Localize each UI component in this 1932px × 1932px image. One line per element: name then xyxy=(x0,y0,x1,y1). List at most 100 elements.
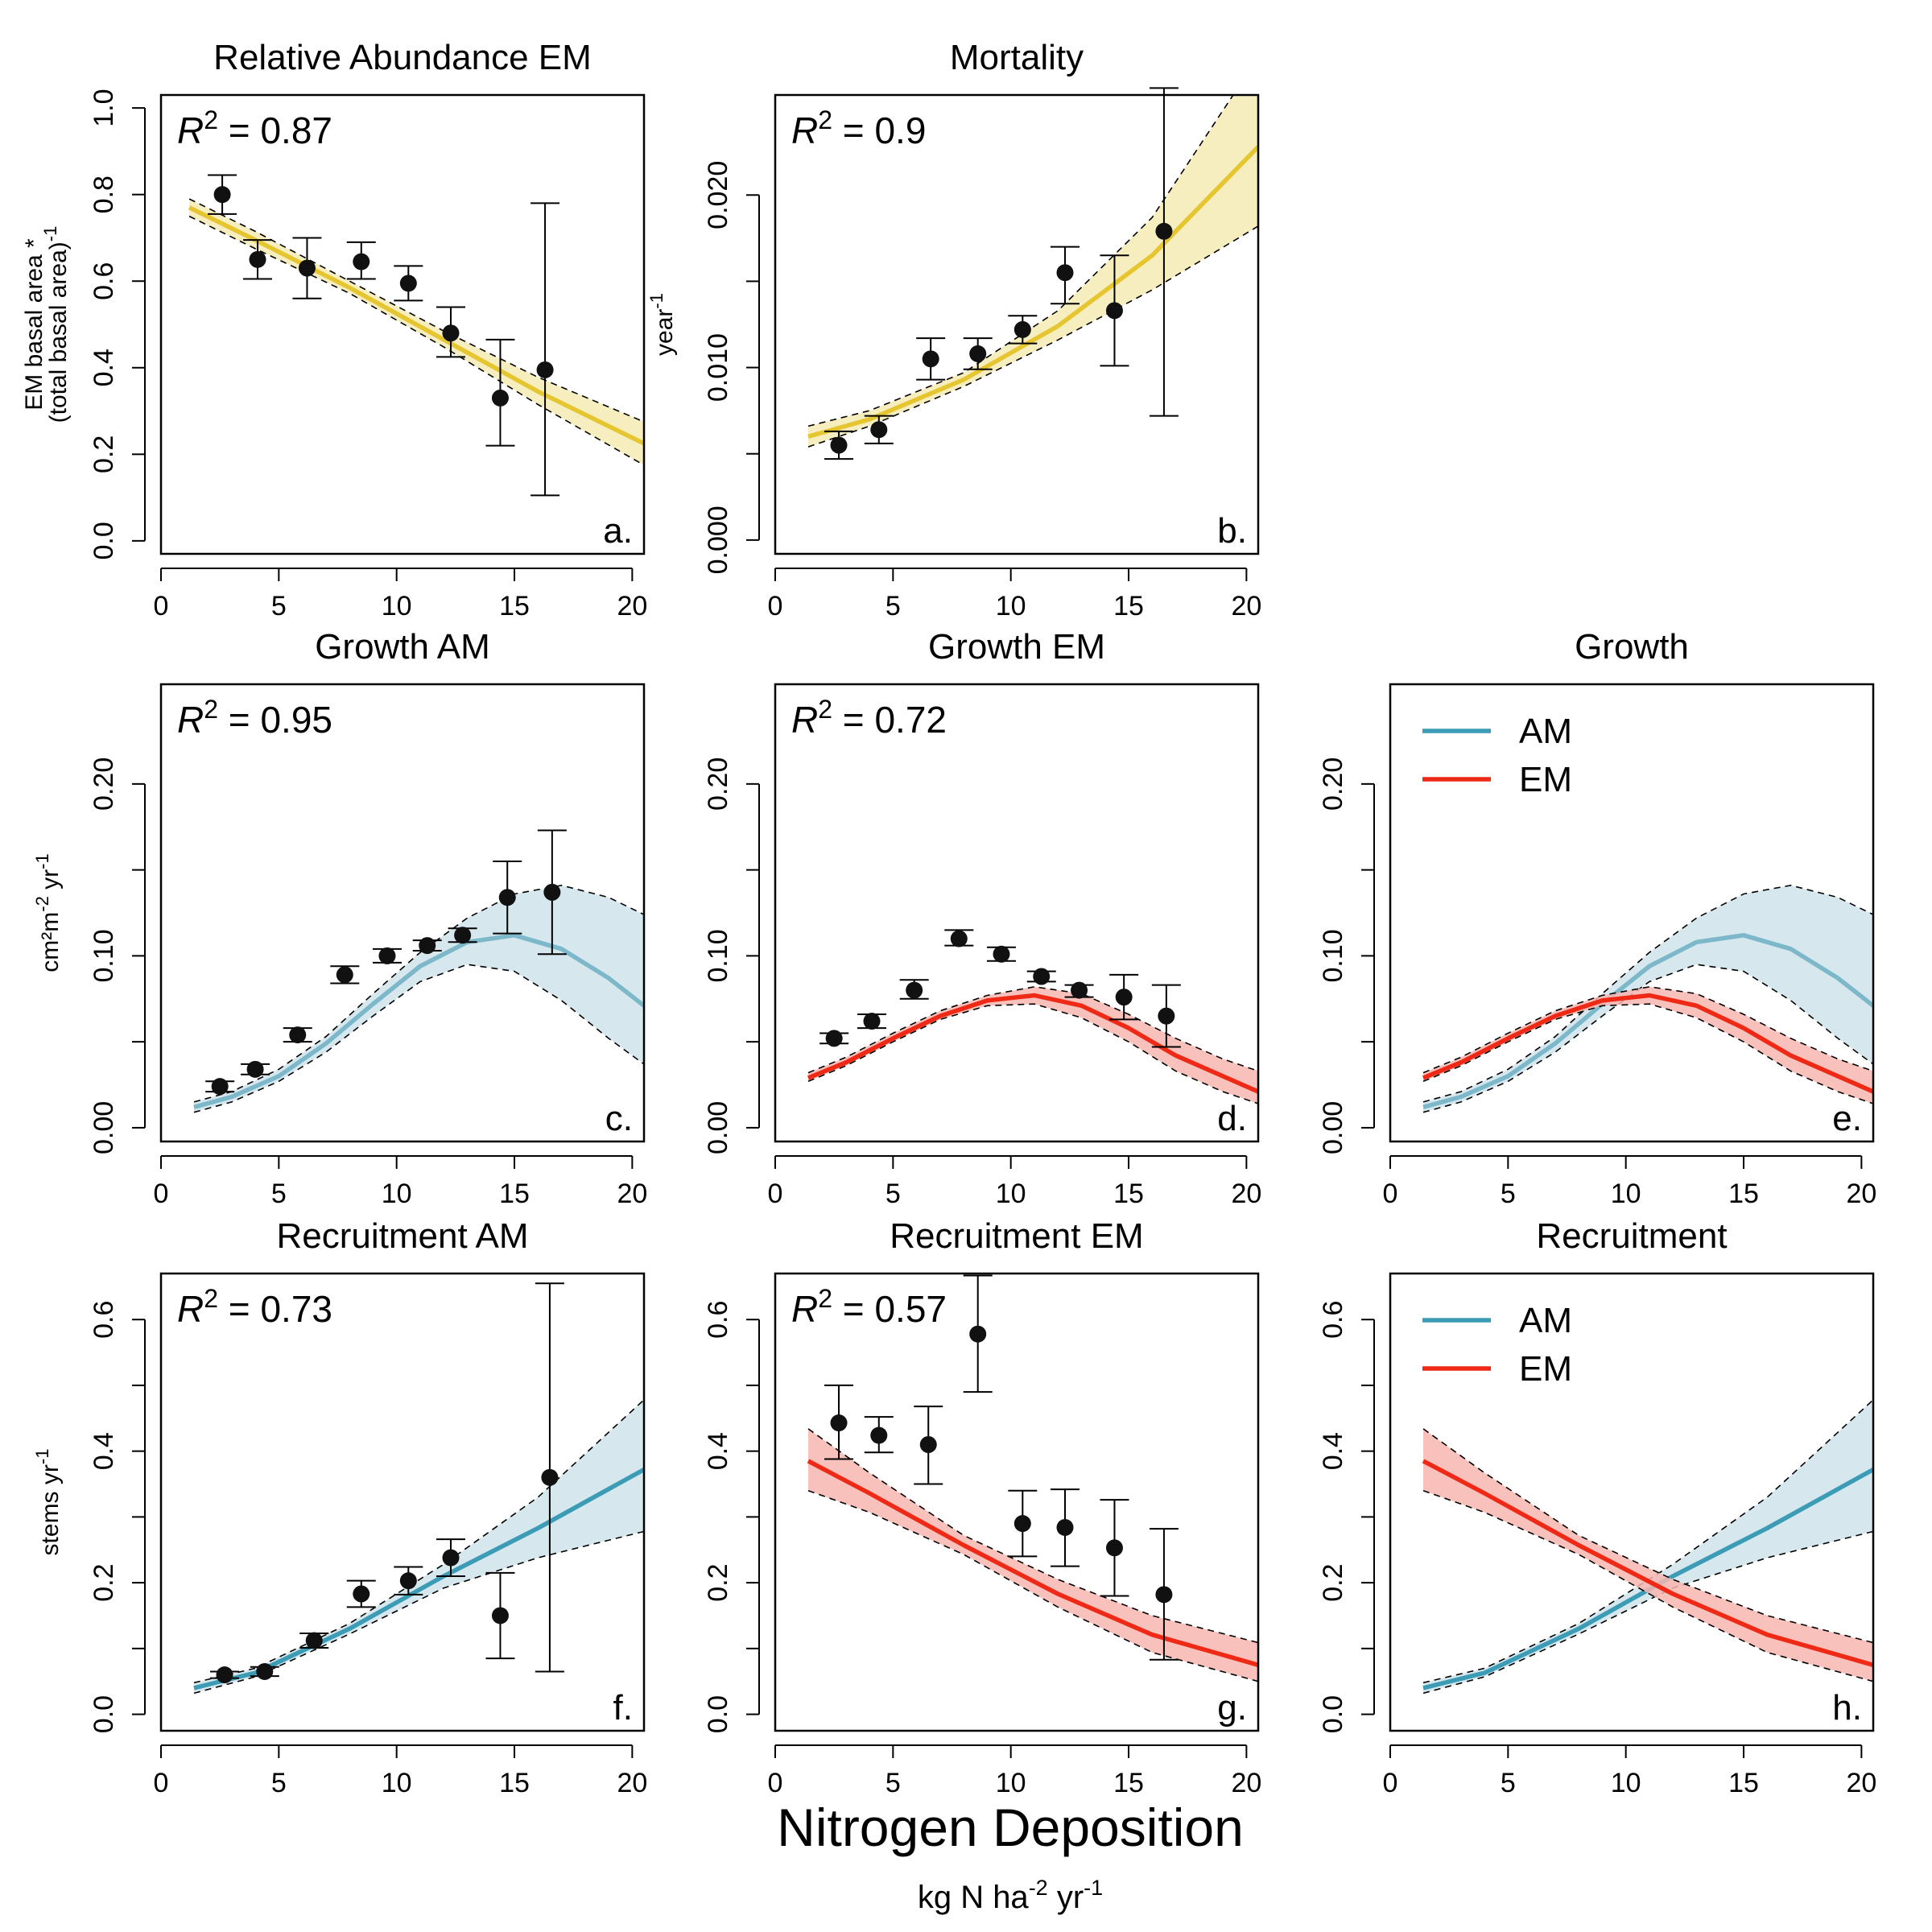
plot-area-c xyxy=(193,884,644,1113)
fit-line-EM xyxy=(1422,993,1873,1094)
data-point xyxy=(1155,222,1173,240)
legend-label-EM: EM xyxy=(1519,760,1572,799)
data-point xyxy=(906,981,923,999)
x-tick-label: 20 xyxy=(1231,591,1261,621)
fit-line-d xyxy=(807,993,1258,1094)
ci-bound-hi xyxy=(1422,884,1873,1103)
figure-xunit-exp2: -1 xyxy=(1084,1876,1103,1900)
panel-label: b. xyxy=(1217,511,1247,551)
x-tick-label: 5 xyxy=(271,591,287,621)
plot-area-h xyxy=(1422,1399,1873,1695)
y-tick-label: 0.4 xyxy=(89,349,119,386)
plot-area-e xyxy=(1422,884,1873,1113)
r-squared: R2 = 0.95 xyxy=(177,695,332,741)
plot-area-g xyxy=(807,1428,1258,1682)
ci-bound-hi xyxy=(1422,1399,1873,1684)
y-axis-label: year-1 xyxy=(646,293,678,356)
x-tick-label: 5 xyxy=(1501,1768,1516,1798)
x-tick-label: 15 xyxy=(499,1179,530,1209)
data-point xyxy=(1033,968,1051,985)
panel-label: h. xyxy=(1832,1688,1862,1728)
ci-bound-hi xyxy=(807,1428,1258,1644)
data-point xyxy=(1155,1586,1173,1604)
x-tick-label: 10 xyxy=(382,591,412,621)
y-tick-label: 0.20 xyxy=(89,758,119,811)
data-point xyxy=(298,259,316,277)
y-tick-label: 0.0 xyxy=(703,1695,733,1733)
legend-label-AM: AM xyxy=(1519,712,1572,751)
y-tick-label: 0.20 xyxy=(1318,758,1348,811)
data-point xyxy=(378,947,396,964)
data-point xyxy=(825,1030,843,1047)
panel-title: Growth xyxy=(1575,627,1689,667)
ci-band-c xyxy=(194,885,644,1113)
ci-bound-lo xyxy=(807,1003,1258,1104)
data-point xyxy=(211,1078,229,1096)
data-point xyxy=(216,1666,233,1684)
y-axis-label: cm²m-2 yr-1 xyxy=(32,853,64,972)
data-point xyxy=(950,930,968,947)
data-point xyxy=(1056,1518,1074,1536)
panel-h: 0 5 10 15 20 0.0 0.2 0.4 0.6 Recruitment h. AM EM xyxy=(1318,1216,1876,1798)
data-point xyxy=(536,361,554,378)
data-point xyxy=(498,889,516,906)
x-tick-label: 20 xyxy=(1231,1768,1261,1798)
y-tick-label: 0.10 xyxy=(89,929,119,982)
panel-c: 0 5 10 15 20 0.00 0.10 0.20 Growth AM c. R2 = 0.95… xyxy=(32,627,647,1209)
x-tick-label: 0 xyxy=(154,591,169,621)
panel-label: e. xyxy=(1832,1099,1862,1138)
y-axis-label-line2: (total basal area)-1 xyxy=(40,226,72,423)
y-tick-label: 0.6 xyxy=(89,262,119,300)
y-tick-label: 0.010 xyxy=(703,333,733,402)
x-tick-label: 15 xyxy=(1728,1768,1759,1798)
ci-bound-lo xyxy=(807,1489,1258,1682)
x-tick-label: 5 xyxy=(1501,1179,1516,1209)
data-point xyxy=(419,937,436,955)
panel-d: 0 5 10 15 20 0.00 0.10 0.20 Growth EM d. R2 = 0.72 xyxy=(703,627,1261,1209)
data-point xyxy=(399,275,417,292)
data-point xyxy=(543,883,561,901)
x-tick-label: 0 xyxy=(1383,1179,1398,1209)
y-axis-label-line1: EM basal area * xyxy=(21,238,47,411)
ci-bound-lo xyxy=(1422,1530,1873,1695)
ci-bound-lo xyxy=(1422,1489,1873,1682)
plot-frame xyxy=(159,1272,646,1732)
r-squared: R2 = 0.57 xyxy=(791,1284,947,1330)
fit-line-AM xyxy=(1422,1468,1873,1690)
data-point xyxy=(246,1060,264,1078)
x-tick-label: 15 xyxy=(499,591,530,621)
x-tick-label: 20 xyxy=(1846,1179,1876,1209)
data-point xyxy=(213,186,231,204)
x-tick-label: 15 xyxy=(499,1768,530,1798)
y-tick-label: 0.0 xyxy=(89,522,119,559)
y-tick-label: 0.6 xyxy=(703,1301,733,1339)
x-tick-label: 20 xyxy=(1846,1768,1876,1798)
x-tick-label: 5 xyxy=(886,1768,901,1798)
figure-xunit-mid: yr xyxy=(1048,1880,1084,1915)
data-point xyxy=(289,1026,307,1044)
y-tick-label: 0.2 xyxy=(89,436,119,473)
panel-label: a. xyxy=(603,511,633,551)
y-tick-label: 0.4 xyxy=(89,1432,119,1470)
r-squared: R2 = 0.9 xyxy=(791,105,926,151)
y-tick-label: 0.00 xyxy=(703,1101,733,1154)
x-tick-label: 10 xyxy=(1611,1179,1641,1209)
data-point xyxy=(993,945,1010,963)
data-point xyxy=(1158,1007,1175,1025)
ci-bound-hi xyxy=(193,884,644,1103)
ci-band-AM xyxy=(1423,1399,1873,1694)
panel-title: Growth EM xyxy=(928,627,1105,667)
r-squared: R2 = 0.72 xyxy=(791,695,947,741)
panel-b: 0 5 10 15 20 0.000 0.010 0.020 Mortality b. R2 = 0… xyxy=(646,38,1261,621)
fit-line-f xyxy=(193,1468,644,1690)
data-point xyxy=(442,324,460,342)
plot-area-d xyxy=(807,985,1258,1104)
y-tick-label: 0.000 xyxy=(703,506,733,574)
legend-label-AM: AM xyxy=(1519,1301,1572,1340)
data-point xyxy=(353,253,370,270)
x-tick-label: 20 xyxy=(1231,1179,1261,1209)
x-tick-label: 0 xyxy=(768,1768,783,1798)
plot-frame xyxy=(774,683,1260,1143)
x-tick-label: 10 xyxy=(996,1768,1026,1798)
